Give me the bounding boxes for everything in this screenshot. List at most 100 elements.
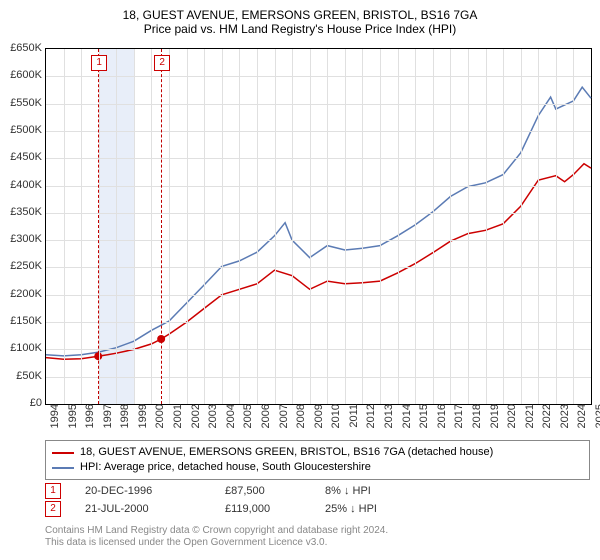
- x-axis-label: 2010: [330, 404, 342, 434]
- sale-marker-icon: 1: [45, 483, 61, 499]
- sale-marker-box: 1: [91, 55, 107, 71]
- title-line2: Price paid vs. HM Land Registry's House …: [0, 22, 600, 36]
- y-axis-label: £350K: [2, 206, 42, 218]
- y-axis-label: £50K: [2, 370, 42, 382]
- x-axis-label: 1998: [119, 404, 131, 434]
- x-axis-label: 2005: [242, 404, 254, 434]
- legend-label: HPI: Average price, detached house, Sout…: [80, 460, 371, 475]
- gridline-vertical: [257, 49, 258, 404]
- footer-text: Contains HM Land Registry data © Crown c…: [45, 525, 388, 549]
- gridline-vertical: [151, 49, 152, 404]
- y-axis-label: £550K: [2, 97, 42, 109]
- x-axis-label: 2017: [453, 404, 465, 434]
- x-axis-label: 2004: [225, 404, 237, 434]
- gridline-vertical: [204, 49, 205, 404]
- series-line: [46, 164, 591, 360]
- gridline-vertical: [468, 49, 469, 404]
- x-axis-label: 2013: [383, 404, 395, 434]
- x-axis-label: 2020: [506, 404, 518, 434]
- gridline-horizontal: [46, 349, 591, 350]
- sale-date: 21-JUL-2000: [85, 503, 225, 515]
- y-axis-label: £650K: [2, 42, 42, 54]
- gridline-horizontal: [46, 213, 591, 214]
- y-axis-label: £500K: [2, 124, 42, 136]
- chart-title: 18, GUEST AVENUE, EMERSONS GREEN, BRISTO…: [0, 0, 600, 36]
- gridline-vertical: [345, 49, 346, 404]
- gridline-horizontal: [46, 186, 591, 187]
- legend-box: 18, GUEST AVENUE, EMERSONS GREEN, BRISTO…: [45, 440, 590, 480]
- x-axis-label: 1996: [84, 404, 96, 434]
- legend-swatch: [52, 452, 74, 454]
- sale-delta: 25% ↓ HPI: [325, 503, 445, 515]
- gridline-horizontal: [46, 76, 591, 77]
- x-axis-label: 2011: [348, 404, 360, 434]
- x-axis-label: 2000: [154, 404, 166, 434]
- y-axis-label: £600K: [2, 69, 42, 81]
- x-axis-label: 2001: [172, 404, 184, 434]
- legend-entry: 18, GUEST AVENUE, EMERSONS GREEN, BRISTO…: [52, 445, 583, 460]
- x-axis-label: 2007: [278, 404, 290, 434]
- x-axis-label: 2015: [418, 404, 430, 434]
- y-axis-label: £450K: [2, 151, 42, 163]
- gridline-horizontal: [46, 131, 591, 132]
- y-axis-label: £250K: [2, 260, 42, 272]
- title-line1: 18, GUEST AVENUE, EMERSONS GREEN, BRISTO…: [0, 8, 600, 22]
- x-axis-label: 2009: [313, 404, 325, 434]
- y-axis-label: £150K: [2, 315, 42, 327]
- gridline-vertical: [573, 49, 574, 404]
- sale-marker-line: [161, 49, 162, 404]
- gridline-vertical: [450, 49, 451, 404]
- gridline-vertical: [538, 49, 539, 404]
- gridline-vertical: [116, 49, 117, 404]
- y-axis-label: £100K: [2, 342, 42, 354]
- x-axis-label: 2019: [489, 404, 501, 434]
- x-axis-label: 1997: [102, 404, 114, 434]
- x-axis-label: 2014: [401, 404, 413, 434]
- x-axis-label: 2018: [471, 404, 483, 434]
- x-axis-label: 2008: [295, 404, 307, 434]
- legend-swatch: [52, 467, 74, 469]
- y-axis-label: £200K: [2, 288, 42, 300]
- x-axis-label: 1995: [67, 404, 79, 434]
- x-axis-label: 2021: [524, 404, 536, 434]
- sale-marker-line: [98, 49, 99, 404]
- gridline-vertical: [556, 49, 557, 404]
- gridline-vertical: [169, 49, 170, 404]
- x-axis-label: 2006: [260, 404, 272, 434]
- x-axis-label: 1999: [137, 404, 149, 434]
- gridline-vertical: [503, 49, 504, 404]
- gridline-vertical: [81, 49, 82, 404]
- gridline-vertical: [187, 49, 188, 404]
- sale-row: 1 20-DEC-1996 £87,500 8% ↓ HPI: [45, 482, 445, 500]
- y-axis-label: £400K: [2, 179, 42, 191]
- legend-label: 18, GUEST AVENUE, EMERSONS GREEN, BRISTO…: [80, 445, 493, 460]
- footer-line1: Contains HM Land Registry data © Crown c…: [45, 525, 388, 537]
- gridline-vertical: [362, 49, 363, 404]
- y-axis-label: £300K: [2, 233, 42, 245]
- x-axis-label: 2003: [207, 404, 219, 434]
- gridline-horizontal: [46, 377, 591, 378]
- gridline-vertical: [275, 49, 276, 404]
- gridline-vertical: [64, 49, 65, 404]
- gridline-horizontal: [46, 295, 591, 296]
- gridline-vertical: [134, 49, 135, 404]
- gridline-vertical: [415, 49, 416, 404]
- sale-marker-icon: 2: [45, 501, 61, 517]
- gridline-vertical: [380, 49, 381, 404]
- legend-entry: HPI: Average price, detached house, Sout…: [52, 460, 583, 475]
- x-axis-label: 1994: [49, 404, 61, 434]
- x-axis-label: 2012: [365, 404, 377, 434]
- x-axis-label: 2025: [594, 404, 600, 434]
- gridline-vertical: [521, 49, 522, 404]
- x-axis-label: 2024: [576, 404, 588, 434]
- x-axis-label: 2022: [541, 404, 553, 434]
- gridline-vertical: [327, 49, 328, 404]
- sale-delta: 8% ↓ HPI: [325, 485, 445, 497]
- gridline-horizontal: [46, 104, 591, 105]
- sale-price: £119,000: [225, 503, 325, 515]
- x-axis-label: 2002: [190, 404, 202, 434]
- line-chart-svg: [46, 49, 591, 404]
- gridline-vertical: [292, 49, 293, 404]
- sale-marker-box: 2: [154, 55, 170, 71]
- x-axis-label: 2023: [559, 404, 571, 434]
